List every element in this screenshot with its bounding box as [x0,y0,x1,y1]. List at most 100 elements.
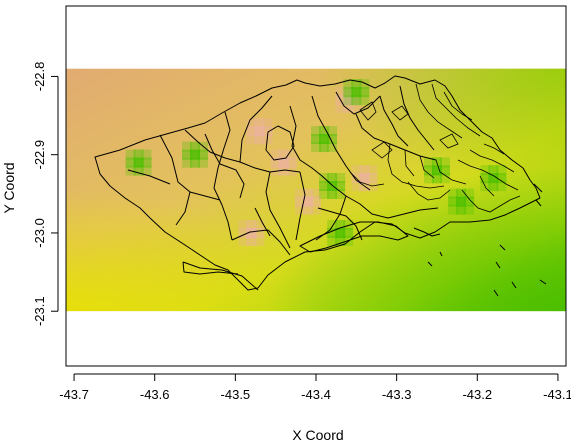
hotspot-cell [182,157,193,168]
hotspot-cell [351,102,362,113]
hotspot-cell [439,173,450,184]
x-tick-label: -43.7 [59,387,89,402]
hotspot-cell [464,188,475,199]
x-tick-label: -43.5 [221,387,251,402]
hotspot-cell [198,149,209,160]
hotspot-cell [286,149,297,160]
hotspot-cell [343,227,354,238]
x-tick-label: -43.6 [140,387,170,402]
hotspot-cell [286,157,297,168]
hotspot-cell [359,173,370,184]
y-tick-label: -23.0 [32,218,47,248]
hotspot-cell [423,165,434,176]
hotspot-cell [270,149,281,160]
hotspot-cell [456,196,467,207]
hotspot-cell [246,134,257,145]
hotspot-cell [335,86,346,97]
outer-zone-boundary [182,261,259,291]
hotspot-cell [439,165,450,176]
hotspot-low [343,79,370,106]
hotspot-cell [278,149,289,160]
hotspot-low [480,165,507,192]
hotspot-cell [359,165,370,176]
hotspot-cell [319,181,330,191]
x-axis-title: X Coord [292,427,343,443]
hotspot-cell [351,87,362,98]
hotspot-cell [456,204,467,215]
district-boundary [457,143,519,191]
hotspot-cell [327,126,338,137]
hotspot-cell [190,149,201,160]
hotspot-high [238,219,265,246]
hotspot-cell [254,219,265,230]
hotspot-cell [327,235,338,246]
hotspot-cell [262,118,273,129]
hotspot-cell [238,219,249,230]
hotspot-cell [141,157,152,168]
hotspot-cell [448,204,459,215]
district-boundary [359,101,459,159]
district-boundary [379,85,435,151]
axes: -43.7 -43.6 -43.5 -43.4 -43.3 -43.2 -43.1 -22.… [32,5,571,402]
hotspot-cell [294,188,305,199]
raster-surface [66,68,566,312]
hotspot-cell [335,219,346,230]
x-tick-label: -43.3 [382,387,412,402]
hotspot-cell [359,79,370,90]
y-tick-label: -23.1 [32,296,47,326]
hotspot-cell [423,173,434,184]
hotspot-low [182,141,209,168]
y-tick-label: -22.8 [32,62,47,92]
hotspot-cell [448,188,459,199]
hotspot-cell [133,157,144,168]
hotspot-cell [464,204,475,215]
district-boundary [415,83,481,139]
hotspot-cell [238,227,249,238]
hotspot-cell [319,126,330,137]
hotspot-cell [335,189,346,199]
hotspot-cell [423,157,434,168]
hotspot-cell [327,134,338,145]
hotspot-cell [270,165,281,176]
hotspot-cell [254,235,265,246]
hotspot-cell [335,181,346,191]
hotspot-cell [310,196,321,207]
hotspot-cell [496,165,507,176]
hotspot-cell [335,173,346,183]
district-boundary [289,95,371,191]
hotspot-cell [439,157,450,168]
hotspot-cell [327,219,338,230]
hotspot-cell [488,165,499,176]
hotspot-cell [311,142,322,153]
hotspot-cell [327,227,338,238]
hotspot-cell [310,204,321,215]
hotspot-cell [480,165,491,176]
hotspot-cell [141,149,152,160]
hotspot-cell [343,219,354,230]
hotspot-cell [327,181,338,191]
district-boundary [254,207,363,241]
city-outline [94,75,541,291]
x-tick-label: -43.1 [543,387,571,402]
hotspot-cell [488,173,499,184]
district-boundary [265,171,306,249]
hotspot-cell [343,94,354,105]
hotspot-cell [270,157,281,168]
district-boundaries [94,75,547,297]
district-boundary [387,143,467,189]
hotspot-cell [496,181,507,192]
hotspot-cell [133,165,144,176]
hotspot-cell [431,173,442,184]
hotspot-cell [351,181,362,192]
hotspot-cell [448,196,459,207]
hotspot-cell [351,165,362,176]
district-boundary [265,125,295,161]
hotspot-cell [310,188,321,199]
hotspot-cell [343,79,354,90]
hotspot-cell [327,142,338,153]
hotspot-low [327,219,354,246]
hotspot-low [448,188,475,215]
y-axis-title: Y Coord [1,162,17,213]
hotspot-cell [254,227,265,238]
